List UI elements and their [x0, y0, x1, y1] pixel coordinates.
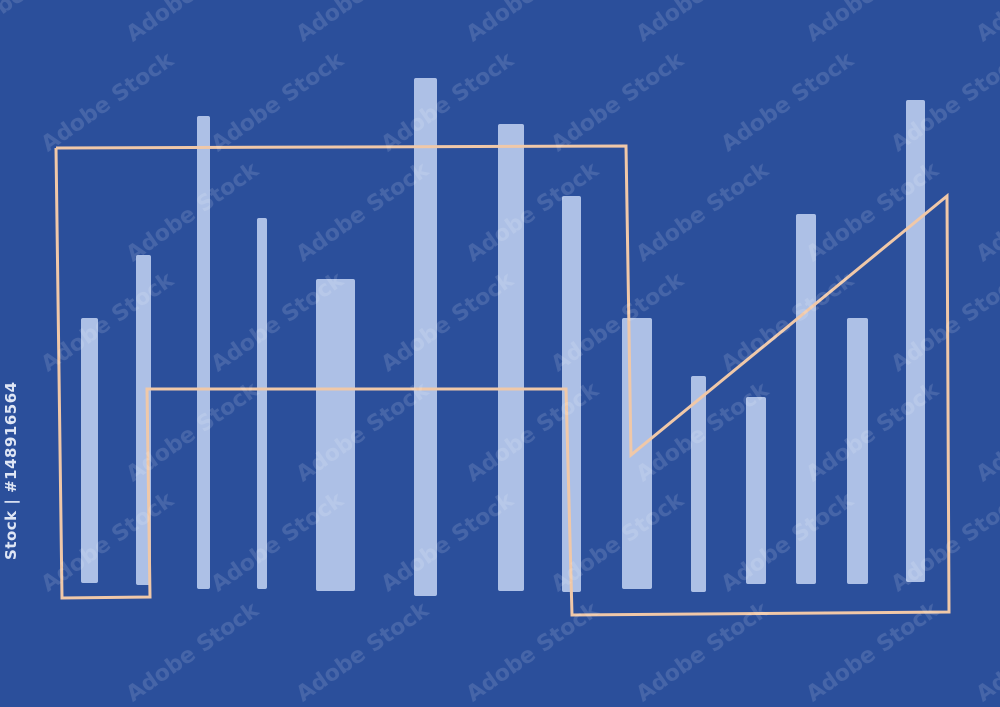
bar-13 — [847, 318, 868, 584]
bar-11 — [746, 397, 766, 584]
bar-3 — [197, 116, 210, 589]
bar-9 — [622, 318, 652, 589]
bar-12 — [796, 214, 816, 584]
bar-4 — [257, 218, 267, 589]
outline-path — [54, 144, 951, 617]
bar-14 — [906, 100, 925, 582]
bar-7 — [498, 124, 524, 591]
bar-1 — [81, 318, 98, 583]
bar-5 — [316, 279, 355, 591]
bar-8 — [562, 196, 581, 592]
bar-10 — [691, 376, 706, 592]
stock-id-label: Stock | #148916564 — [2, 381, 20, 560]
abstract-bar-graphic — [54, 78, 951, 617]
bar-6 — [414, 78, 437, 596]
